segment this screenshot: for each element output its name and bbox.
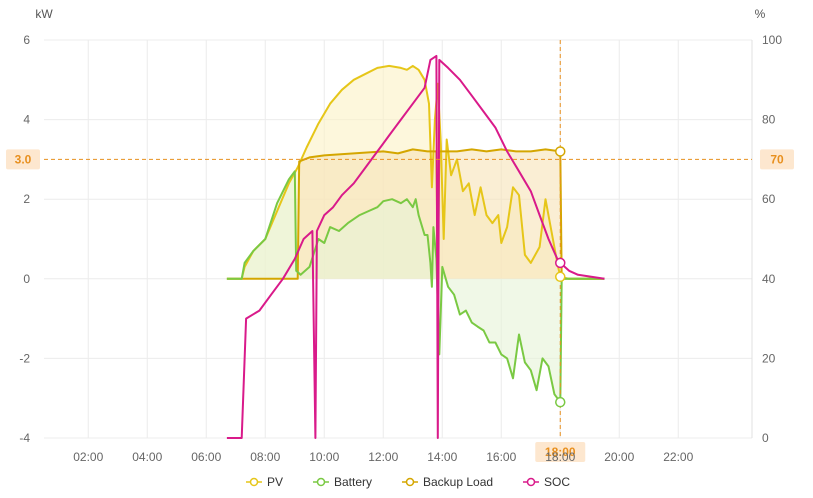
legend: PV Battery Backup Load SOC <box>246 475 570 489</box>
crosshair-y-left-badge <box>6 149 40 170</box>
legend-label: PV <box>267 475 283 489</box>
hover-marker-battery <box>555 396 566 408</box>
y-left-tick-label: 4 <box>23 113 30 127</box>
hover-marker-pv <box>555 271 566 283</box>
legend-dot-marker <box>249 477 259 487</box>
y-left-tick-label: -2 <box>19 351 30 365</box>
y-left-tick-label: 6 <box>23 33 30 47</box>
series-line-battery <box>226 170 605 404</box>
crosshair-x-badge <box>535 442 586 462</box>
x-tick-label: 18:00 <box>545 450 575 464</box>
legend-dot-marker <box>316 477 326 487</box>
crosshair-x-label: 18:00 <box>545 445 576 459</box>
series-area-battery <box>226 171 605 403</box>
crosshair-y-right-label: 70 <box>770 152 784 166</box>
crosshair-layer: 3.0 70 18:00 <box>6 40 794 462</box>
legend-dot-marker <box>405 477 415 487</box>
legend-item-soc[interactable]: SOC <box>523 475 570 489</box>
hover-marker-backup-load <box>555 146 566 157</box>
x-tick-label: 20:00 <box>604 450 634 464</box>
x-tick-label: 12:00 <box>368 450 398 464</box>
y-left-tick-label: 0 <box>23 272 30 286</box>
x-tick-label: 14:00 <box>427 450 457 464</box>
y-right-tick-label: 0 <box>762 431 769 445</box>
x-tick-label: 06:00 <box>191 450 221 464</box>
crosshair-y-left-label: 3.0 <box>15 152 32 166</box>
x-tick-label: 04:00 <box>132 450 162 464</box>
x-tick-label: 02:00 <box>73 450 103 464</box>
y-right-tick-label: 100 <box>762 33 782 47</box>
series-line-soc <box>226 54 605 439</box>
x-tick-label: 16:00 <box>486 450 516 464</box>
series-fill-layer <box>226 65 605 403</box>
y-left-unit-label: kW <box>35 7 53 21</box>
series-line-layer <box>226 54 605 439</box>
y-right-tick-label: 60 <box>762 192 776 206</box>
y-left-tick-label: -4 <box>19 431 30 445</box>
y-right-tick-label: 80 <box>762 113 776 127</box>
legend-dot-marker <box>526 477 536 487</box>
y-right-tick-label: 20 <box>762 351 776 365</box>
legend-label: SOC <box>544 475 570 489</box>
y-right-tick-label: 40 <box>762 272 776 286</box>
legend-item-pv[interactable]: PV <box>246 475 283 489</box>
x-tick-label: 08:00 <box>250 450 280 464</box>
legend-item-backup-load[interactable]: Backup Load <box>402 475 493 489</box>
x-tick-label: 10:00 <box>309 450 339 464</box>
legend-label: Battery <box>334 475 372 489</box>
crosshair-y-right-badge <box>760 149 794 170</box>
y-right-unit-label: % <box>755 7 766 21</box>
y-left-tick-label: 2 <box>23 192 30 206</box>
x-tick-label: 22:00 <box>663 450 693 464</box>
legend-label: Backup Load <box>423 475 493 489</box>
hover-marker-soc <box>555 257 566 269</box>
legend-item-battery[interactable]: Battery <box>313 475 372 489</box>
